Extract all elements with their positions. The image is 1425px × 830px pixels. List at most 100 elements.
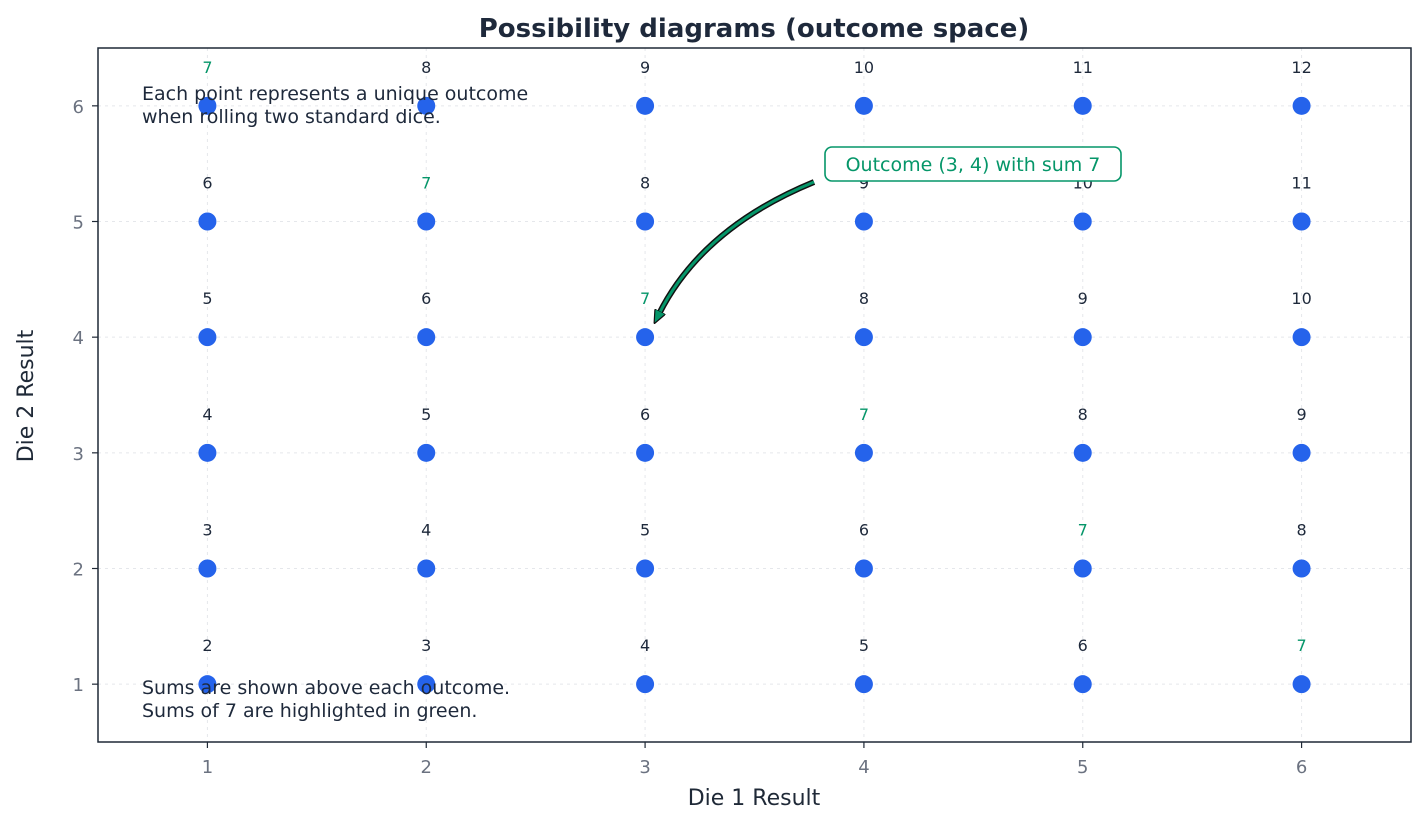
outcome-point bbox=[198, 212, 217, 231]
sum-label: 5 bbox=[421, 405, 431, 424]
outcome-point bbox=[1073, 328, 1092, 347]
sum-label: 6 bbox=[421, 289, 431, 308]
sum-label: 9 bbox=[640, 58, 650, 77]
sum-labels: 2 3 4 5 6 73 4 5 6 7 84 5 6 7 8 95 6 7 8 9 106 7 8 9 10 117 8 9 10 11… bbox=[202, 58, 1311, 655]
sum-label: 9 bbox=[1078, 289, 1088, 308]
outcome-point bbox=[417, 559, 436, 578]
sum-label: 10 bbox=[854, 58, 874, 77]
sum-label: 8 bbox=[1296, 521, 1306, 540]
data-points bbox=[198, 96, 1311, 694]
chart-title: Possibility diagrams (outcome space) bbox=[479, 14, 1030, 44]
outcome-point bbox=[198, 675, 217, 694]
outcome-point bbox=[636, 328, 655, 347]
axis-ticks: 1 2 3 4 5 6 1 2 3 4 5 6 bbox=[73, 97, 1308, 778]
y-tick-label: 4 bbox=[73, 328, 84, 349]
sum-label: 3 bbox=[202, 521, 212, 540]
y-tick-label: 3 bbox=[73, 444, 84, 465]
grid bbox=[98, 48, 1411, 742]
note-bottom: Sums are shown above each outcome. Sums … bbox=[142, 677, 510, 722]
outcome-point bbox=[1292, 443, 1311, 462]
sum-label: 11 bbox=[1073, 58, 1093, 77]
note-bottom-line-2: Sums of 7 are highlighted in green. bbox=[142, 700, 477, 722]
sum-label: 6 bbox=[202, 174, 212, 193]
note-top-line-2: when rolling two standard dice. bbox=[142, 106, 441, 128]
outcome-point bbox=[417, 96, 436, 115]
outcome-point bbox=[1073, 96, 1092, 115]
outcome-point bbox=[854, 675, 873, 694]
outcome-point bbox=[854, 328, 873, 347]
outcome-point bbox=[417, 675, 436, 694]
callout-text: Outcome (3, 4) with sum 7 bbox=[846, 154, 1101, 176]
note-top: Each point represents a unique outcome w… bbox=[142, 83, 528, 128]
sum-label: 10 bbox=[1291, 289, 1311, 308]
x-tick-label: 2 bbox=[421, 757, 432, 778]
outcome-point bbox=[417, 212, 436, 231]
outcome-point bbox=[198, 559, 217, 578]
outcome-point bbox=[636, 559, 655, 578]
sum-label: 11 bbox=[1291, 174, 1311, 193]
y-axis-label: Die 2 Result bbox=[14, 329, 39, 462]
sum-label: 3 bbox=[421, 636, 431, 655]
outcome-point bbox=[1292, 559, 1311, 578]
callout-arrow bbox=[656, 179, 816, 316]
sum-label: 4 bbox=[202, 405, 212, 424]
sum-label: 4 bbox=[421, 521, 431, 540]
sum-label: 7 bbox=[859, 405, 869, 424]
sum-label: 8 bbox=[421, 58, 431, 77]
sum-label: 5 bbox=[640, 521, 650, 540]
outcome-point bbox=[1292, 212, 1311, 231]
outcome-point bbox=[636, 675, 655, 694]
outcome-point bbox=[636, 443, 655, 462]
note-bottom-line-1: Sums are shown above each outcome. bbox=[142, 677, 510, 699]
x-tick-label: 1 bbox=[202, 757, 213, 778]
plot-frame bbox=[97, 47, 1412, 743]
sum-label: 5 bbox=[202, 289, 212, 308]
sum-label: 5 bbox=[859, 636, 869, 655]
sum-label: 7 bbox=[640, 289, 650, 308]
sum-label: 8 bbox=[640, 174, 650, 193]
note-top-line-1: Each point represents a unique outcome bbox=[142, 83, 528, 105]
sum-label: 4 bbox=[640, 636, 650, 655]
sum-label: 2 bbox=[202, 636, 212, 655]
y-tick-label: 6 bbox=[73, 97, 84, 118]
sum-label: 7 bbox=[1296, 636, 1306, 655]
x-tick-label: 4 bbox=[858, 757, 869, 778]
sum-label: 9 bbox=[859, 174, 869, 193]
outcome-point bbox=[854, 96, 873, 115]
sum-label: 6 bbox=[1078, 636, 1088, 655]
y-tick-label: 5 bbox=[73, 213, 84, 234]
outcome-point bbox=[1073, 443, 1092, 462]
sum-label: 7 bbox=[1078, 521, 1088, 540]
x-tick-label: 6 bbox=[1296, 757, 1307, 778]
outcome-point bbox=[1292, 675, 1311, 694]
x-tick-label: 5 bbox=[1077, 757, 1088, 778]
y-tick-label: 1 bbox=[73, 675, 84, 696]
x-tick-label: 3 bbox=[639, 757, 650, 778]
callout-box bbox=[824, 146, 1122, 182]
outcome-point bbox=[1292, 96, 1311, 115]
y-tick-label: 2 bbox=[73, 560, 84, 581]
outcome-point bbox=[1073, 675, 1092, 694]
x-axis-label: Die 1 Result bbox=[688, 786, 821, 811]
outcome-point bbox=[198, 328, 217, 347]
sum-label: 7 bbox=[421, 174, 431, 193]
callout: Outcome (3, 4) with sum 7 bbox=[656, 146, 1122, 316]
sum-label: 7 bbox=[202, 58, 212, 77]
sum-label: 8 bbox=[859, 289, 869, 308]
outcome-point bbox=[1292, 328, 1311, 347]
outcome-point bbox=[198, 443, 217, 462]
outcome-point bbox=[1073, 559, 1092, 578]
callout-arrow-fill bbox=[659, 180, 815, 314]
outcome-point bbox=[417, 443, 436, 462]
outcome-point bbox=[417, 328, 436, 347]
outcome-point bbox=[1073, 212, 1092, 231]
sum-label: 12 bbox=[1291, 58, 1311, 77]
outcome-point bbox=[854, 212, 873, 231]
outcome-point bbox=[854, 443, 873, 462]
sum-label: 6 bbox=[640, 405, 650, 424]
outcome-point bbox=[198, 96, 217, 115]
sum-label: 8 bbox=[1078, 405, 1088, 424]
outcome-point bbox=[636, 96, 655, 115]
